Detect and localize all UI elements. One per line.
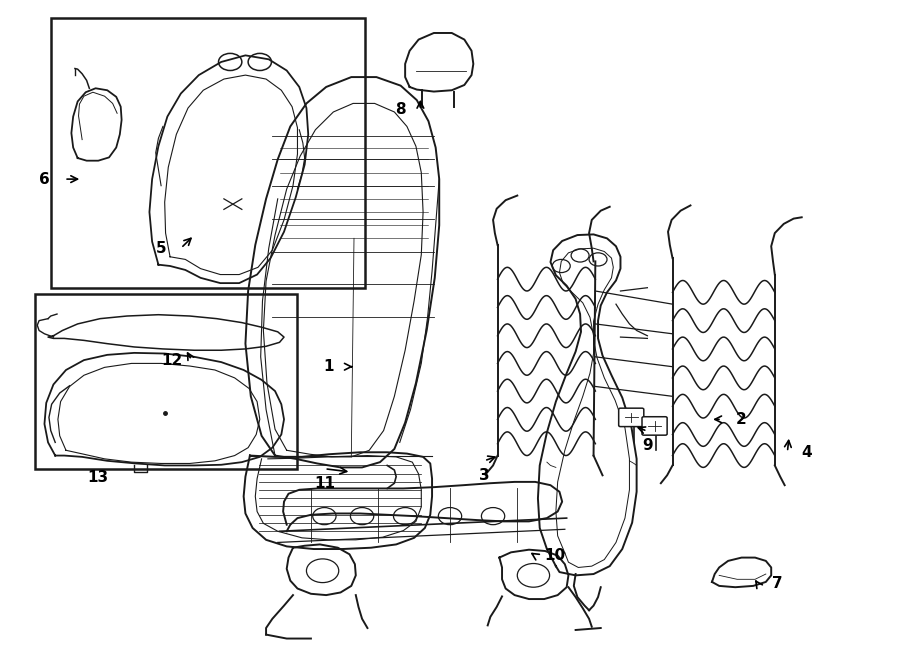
Text: 12: 12 <box>161 352 183 368</box>
FancyBboxPatch shape <box>618 408 644 426</box>
Text: 6: 6 <box>39 172 50 186</box>
Text: 1: 1 <box>324 359 334 374</box>
Text: 13: 13 <box>87 470 109 485</box>
Bar <box>50 18 364 288</box>
Text: 5: 5 <box>156 241 166 256</box>
FancyBboxPatch shape <box>642 416 667 435</box>
Text: 7: 7 <box>772 576 783 592</box>
Text: 9: 9 <box>642 438 652 453</box>
Text: 3: 3 <box>479 468 490 483</box>
Bar <box>35 294 298 469</box>
Text: 10: 10 <box>544 548 565 563</box>
Text: 2: 2 <box>736 412 747 427</box>
Text: 8: 8 <box>395 102 406 118</box>
Text: 11: 11 <box>314 476 335 490</box>
Text: 4: 4 <box>802 445 813 460</box>
